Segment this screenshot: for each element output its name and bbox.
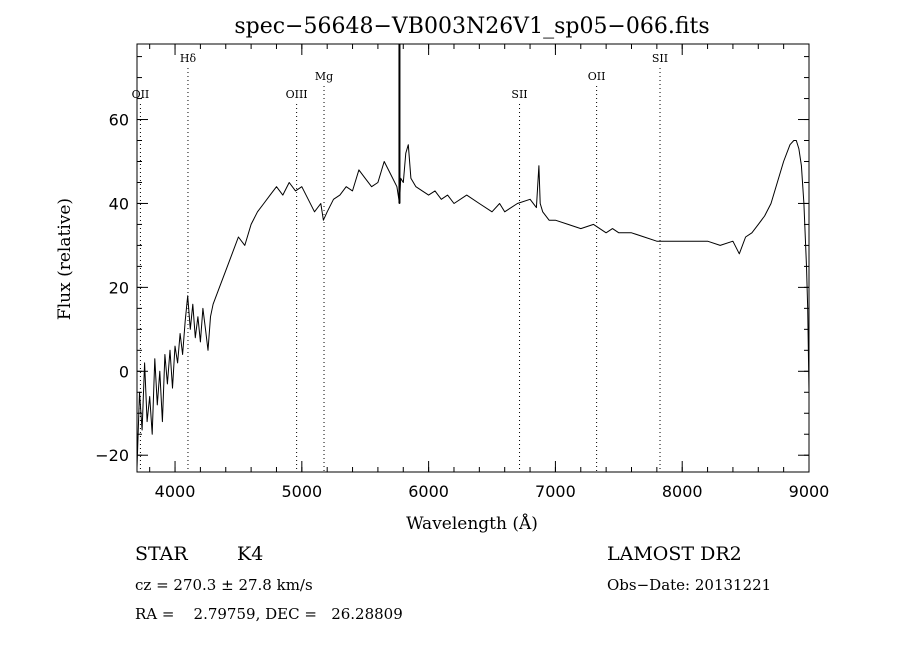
series-layer <box>136 44 810 468</box>
y-tick-label: −20 <box>95 446 129 465</box>
emission-line-markers: OII Hδ OIII Mg SII OII SII <box>132 52 668 472</box>
x-tick-label: 5000 <box>281 482 322 501</box>
x-axis-label: Wavelength (Å) <box>406 513 538 534</box>
spectrum-series-0 <box>136 140 810 468</box>
line-marker-label: SII <box>652 52 668 65</box>
plot-frame <box>136 43 810 473</box>
line-marker-label: OII <box>132 88 150 101</box>
chart-title: spec−56648−VB003N26V1_sp05−066.fits <box>234 14 709 39</box>
line-marker-label: OIII <box>286 88 308 101</box>
x-tick-label: 6000 <box>408 482 449 501</box>
y-tick-label: 0 <box>119 362 129 381</box>
x-tick-label: 4000 <box>155 482 196 501</box>
y-tick-label: 20 <box>109 278 129 297</box>
redshift-label: cz = 270.3 ± 27.8 km/s <box>135 576 313 594</box>
y-tick-label: 60 <box>109 111 129 130</box>
axis-tick-labels: 4000 5000 6000 7000 8000 9000 −20 0 20 40 60 <box>95 111 829 501</box>
subclass-label: K4 <box>237 543 263 565</box>
survey-label: LAMOST DR2 <box>607 543 742 565</box>
line-marker-label: OII <box>588 70 606 83</box>
x-tick-label: 8000 <box>662 482 703 501</box>
axis-ticks <box>137 44 810 472</box>
line-marker-label: Mg <box>315 70 333 83</box>
y-tick-label: 40 <box>109 194 129 213</box>
line-marker-label: Hδ <box>180 52 197 65</box>
class-label: STAR <box>135 543 188 565</box>
y-axis-label: Flux (relative) <box>55 198 75 320</box>
obs-date-label: Obs−Date: 20131221 <box>607 576 771 594</box>
coords-label: RA = 2.79759, DEC = 26.28809 <box>135 605 403 623</box>
x-tick-label: 7000 <box>535 482 576 501</box>
plot-border <box>136 43 810 473</box>
line-marker-label: SII <box>511 88 527 101</box>
x-tick-label: 9000 <box>789 482 830 501</box>
